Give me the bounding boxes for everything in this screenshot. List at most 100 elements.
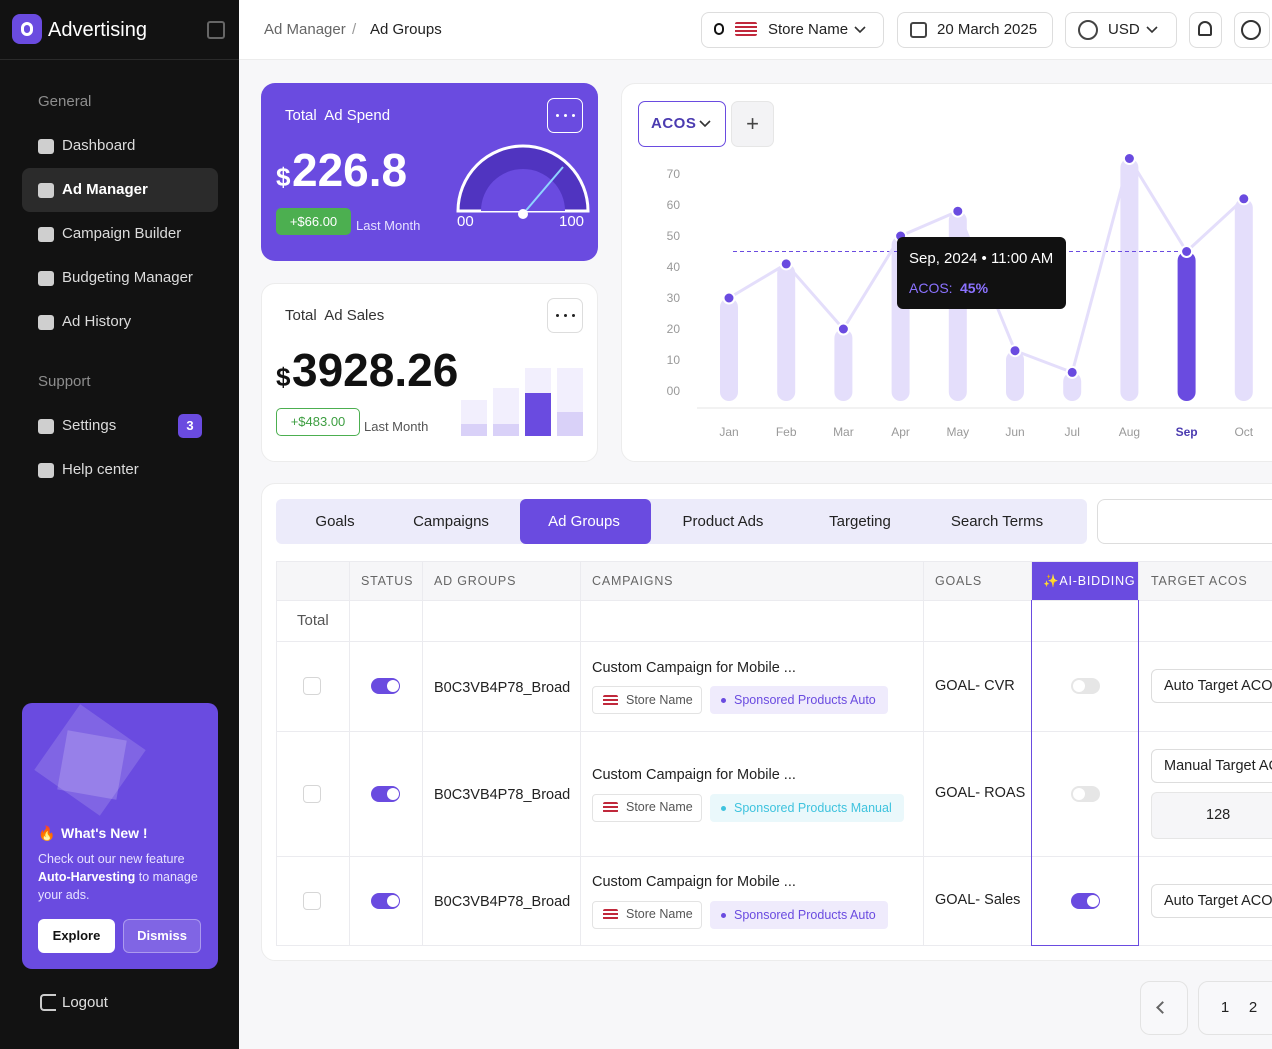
toggle-knob xyxy=(1073,787,1085,800)
store-pill xyxy=(592,900,702,929)
promo-shape xyxy=(57,730,127,800)
toggle-knob xyxy=(1073,680,1085,692)
tab-bar xyxy=(276,499,1087,544)
nav-item[interactable]: Help center xyxy=(62,461,139,478)
us-flag xyxy=(603,694,618,706)
target-select[interactable]: Manual Target ACOS xyxy=(1151,748,1272,783)
y-tick-label: 60 xyxy=(667,198,681,212)
x-tick-label: Jan xyxy=(719,425,738,439)
menu-button[interactable] xyxy=(547,298,583,333)
x-tick-label: Aug xyxy=(1119,425,1140,439)
table-left-line xyxy=(276,561,277,945)
promo-highlight: Auto-Harvesting xyxy=(38,870,136,884)
tab[interactable]: Ad Groups xyxy=(548,513,620,530)
collapse-icon[interactable] xyxy=(207,21,225,39)
date: 20 March 2025 xyxy=(937,21,1038,38)
bar xyxy=(1234,198,1253,401)
chart: 00 10 20 30 40 50 60 70 Jan Feb Mar Apr May Jun Jul Aug… xyxy=(667,152,1272,439)
target-select[interactable]: Auto Target ACOS xyxy=(1151,883,1272,918)
tooltip-title: Sep, 2024 • 11:00 AM xyxy=(909,250,1054,267)
ad-group: B0C3VB4P78_Broad xyxy=(434,894,571,910)
mini-bar xyxy=(525,393,551,436)
page-number[interactable]: 1 xyxy=(1220,999,1230,1016)
metric-select[interactable] xyxy=(638,101,726,147)
checkbox[interactable] xyxy=(303,784,321,803)
column-header: STATUS xyxy=(361,573,414,588)
currency: USD xyxy=(1108,21,1140,38)
column-header: TARGET ACOS xyxy=(1151,573,1248,588)
add-button[interactable]: + xyxy=(731,101,774,147)
search-box[interactable] xyxy=(1097,499,1272,544)
explore-button[interactable]: Explore xyxy=(38,919,115,953)
menu-button[interactable] xyxy=(547,98,583,133)
tab[interactable]: Product Ads xyxy=(682,513,764,530)
promo-text: Check out our new feature Auto-Harvestin… xyxy=(38,850,210,910)
tab[interactable]: Goals xyxy=(315,513,355,530)
toggle-knob xyxy=(387,787,399,800)
promo-title: What's New ! xyxy=(61,825,148,841)
campaign: Custom Campaign for Mobile ... xyxy=(592,767,796,783)
gauge-pivot xyxy=(518,209,528,219)
section-title: General xyxy=(38,93,92,110)
x-tick-label: Sep xyxy=(1176,425,1198,439)
tab[interactable]: Campaigns xyxy=(413,513,489,530)
us-flag xyxy=(603,909,618,920)
x-tick-label: May xyxy=(946,425,969,439)
ad-group: B0C3VB4P78_Broad xyxy=(434,787,571,803)
target-select[interactable]: Auto Target ACOS xyxy=(1151,669,1272,703)
nav-item[interactable]: Ad History xyxy=(62,313,132,330)
nav-item[interactable]: Ad Manager xyxy=(62,181,148,198)
prev-button[interactable] xyxy=(1140,981,1188,1035)
nav-active[interactable] xyxy=(22,168,218,212)
row-line xyxy=(276,856,1272,857)
sales-change: +$483.00 xyxy=(276,408,360,436)
menu-dot xyxy=(563,114,567,117)
column-line xyxy=(422,561,423,945)
store-select[interactable] xyxy=(701,12,884,48)
breadcrumb-current: Ad Groups xyxy=(370,21,442,38)
menu-dot xyxy=(555,314,559,317)
breadcrumb: Ad Manager xyxy=(264,21,346,38)
nav-item[interactable]: Campaign Builder xyxy=(62,225,182,242)
point xyxy=(1180,245,1194,258)
page-number[interactable]: 2 xyxy=(1248,999,1258,1016)
point xyxy=(722,291,736,305)
logout[interactable]: Logout xyxy=(62,994,108,1011)
nav-icon xyxy=(38,183,54,198)
checkbox[interactable] xyxy=(303,677,321,695)
gauge-needle xyxy=(522,166,564,215)
nav-item[interactable]: Budgeting Manager xyxy=(62,269,193,286)
nav-item[interactable]: Settings xyxy=(62,417,117,434)
bar xyxy=(834,329,853,401)
y-tick-label: 70 xyxy=(667,167,681,181)
date-select[interactable] xyxy=(897,12,1053,48)
bar xyxy=(1177,251,1196,401)
nav-icon xyxy=(38,139,54,154)
x-tick-label: Jul xyxy=(1065,425,1080,439)
currency-select[interactable] xyxy=(1065,12,1177,48)
type-pill: Sponsored Products Auto xyxy=(710,686,888,714)
nav-item[interactable]: Dashboard xyxy=(62,137,136,154)
sales-currency: $ xyxy=(276,362,291,392)
y-tick-label: 20 xyxy=(667,322,681,336)
ad-group: B0C3VB4P78_Broad xyxy=(434,679,571,696)
chevron-path xyxy=(854,26,866,34)
type-dot xyxy=(721,912,726,918)
type-dot xyxy=(721,805,726,811)
calendar-icon xyxy=(910,22,927,38)
target-value[interactable]: 128 xyxy=(1151,791,1272,839)
dismiss-button[interactable]: Dismiss xyxy=(123,919,201,953)
sales-title: Total Ad Sales xyxy=(285,307,385,324)
divider xyxy=(0,59,239,60)
checkbox[interactable] xyxy=(303,891,321,910)
promo-emoji: 🔥 xyxy=(38,825,56,841)
tab[interactable]: Targeting xyxy=(829,513,891,530)
sales-value: 3928.26 xyxy=(292,344,459,396)
row-line xyxy=(276,731,1272,732)
tab[interactable]: Search Terms xyxy=(950,513,1044,530)
us-flag xyxy=(603,802,618,813)
store: Store Name xyxy=(626,692,693,707)
chevron-icon xyxy=(1146,26,1158,34)
x-tick-label: Apr xyxy=(891,425,910,439)
